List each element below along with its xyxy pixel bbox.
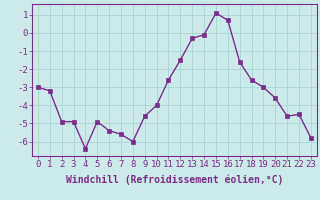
X-axis label: Windchill (Refroidissement éolien,°C): Windchill (Refroidissement éolien,°C) xyxy=(66,175,283,185)
